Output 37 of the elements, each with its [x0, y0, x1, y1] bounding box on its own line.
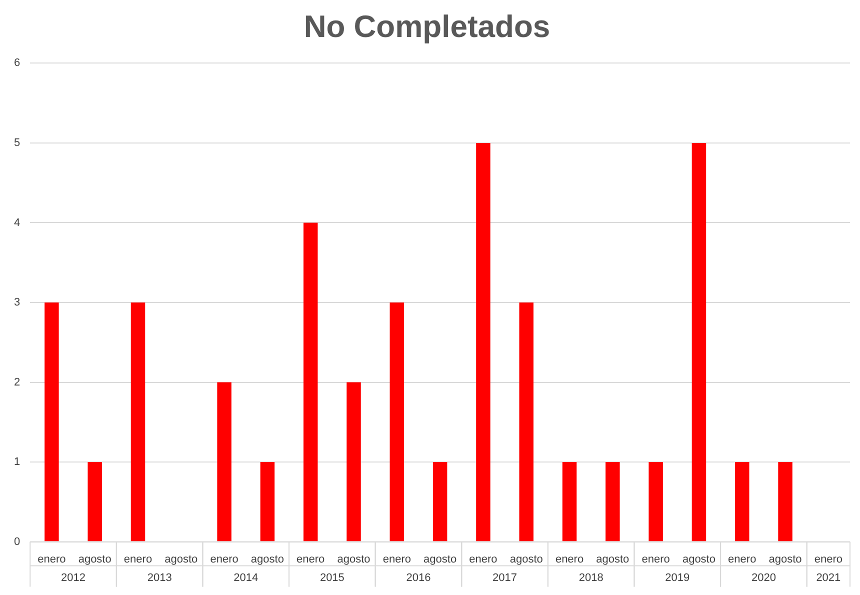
x-tick-label: agosto	[164, 553, 198, 566]
text: 2013	[147, 572, 172, 584]
x-tick-label: agosto	[682, 553, 716, 566]
text: 2014	[234, 572, 258, 584]
x-tick-label: enero	[382, 553, 411, 566]
x-tick-label: agosto	[768, 553, 802, 566]
y-tick-label: 6	[14, 57, 20, 70]
x-tick-label: agosto	[250, 553, 284, 566]
x-tick-label: enero	[210, 553, 238, 566]
text: 2020	[751, 572, 776, 584]
text: 2012	[61, 572, 86, 584]
x-tick-label: agosto	[596, 553, 630, 566]
x-tick-label: agosto	[510, 553, 543, 566]
y-tick-label: 4	[14, 216, 20, 229]
text: 2017	[492, 572, 518, 584]
x-tick-label: enero	[38, 553, 66, 566]
text: 2016	[406, 572, 431, 584]
x-tick-label: enero	[296, 553, 325, 566]
y-tick-label: 3	[14, 296, 20, 309]
x-tick-label: agosto	[337, 553, 370, 566]
text: 2021	[816, 572, 841, 584]
x-tick-label: enero	[469, 553, 498, 566]
text: 2019	[665, 572, 690, 584]
x-tick-label: enero	[124, 553, 152, 566]
y-tick-label: 5	[14, 137, 20, 149]
y-tick-label: 2	[14, 376, 20, 388]
x-tick-label: agosto	[424, 553, 457, 566]
x-tick-label: enero	[555, 553, 584, 566]
x-tick-label: enero	[642, 553, 670, 566]
text: 2015	[320, 572, 344, 584]
y-tick-label: 0	[14, 536, 20, 548]
x-tick-label: enero	[814, 553, 842, 566]
x-tick-label: agosto	[78, 553, 112, 566]
y-tick-label: 1	[14, 456, 20, 468]
chart-title: No Completados	[304, 9, 550, 44]
x-tick-label: enero	[728, 553, 756, 566]
text: 2018	[578, 572, 604, 584]
